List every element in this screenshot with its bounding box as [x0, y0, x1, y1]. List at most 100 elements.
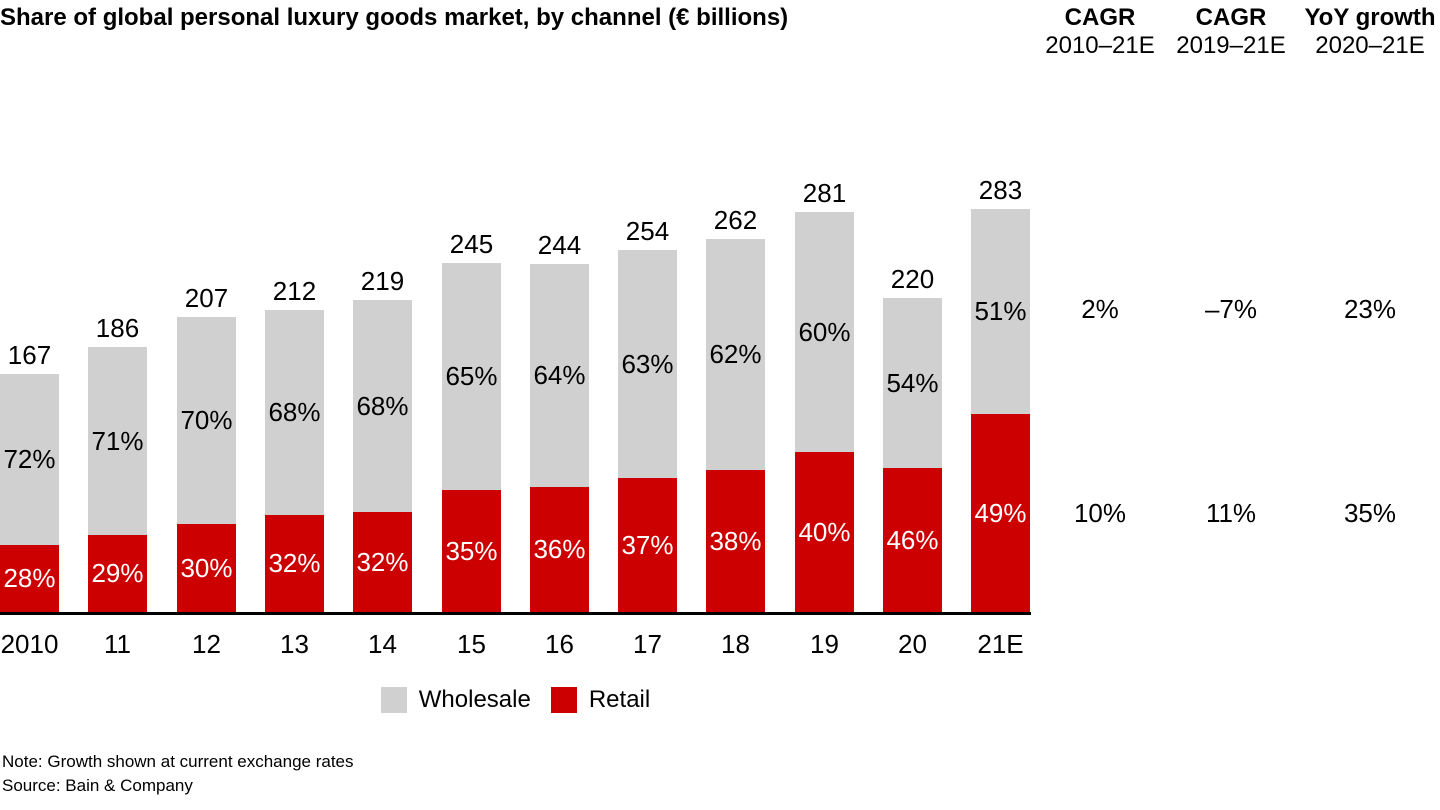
- stat-value-retail: 35%: [1343, 498, 1397, 528]
- footnotes: Note: Growth shown at current exchange r…: [2, 750, 354, 798]
- wholesale-segment: 63%: [618, 250, 677, 478]
- bar-16: 244 64% 36%: [530, 230, 589, 612]
- bar-14: 219 68% 32%: [353, 266, 412, 612]
- retail-segment: 36%: [530, 487, 589, 612]
- retail-segment: 38%: [706, 470, 765, 612]
- retail-pct-label: 36%: [533, 534, 586, 564]
- bar-total-label: 219: [360, 266, 405, 296]
- retail-segment: 30%: [177, 524, 236, 612]
- x-axis-label: 2010: [0, 629, 59, 659]
- wholesale-segment: 72%: [0, 374, 59, 545]
- retail-segment: 32%: [265, 515, 324, 612]
- bar-17: 254 63% 37%: [618, 216, 677, 612]
- bar-total-label: 283: [978, 175, 1023, 205]
- x-axis-label: 15: [457, 629, 486, 659]
- wholesale-segment: 62%: [706, 239, 765, 470]
- retail-pct-label: 35%: [445, 535, 498, 566]
- bar-20: 220 54% 46%: [883, 264, 942, 612]
- note-text: Note: Growth shown at current exchange r…: [2, 752, 354, 771]
- legend-item-wholesale: Wholesale: [380, 686, 531, 714]
- wholesale-segment: 54%: [883, 298, 942, 468]
- x-axis-label: 19: [810, 629, 839, 659]
- legend-label: Wholesale: [418, 686, 531, 713]
- retail-pct-label: 49%: [974, 497, 1027, 528]
- plot-area: 167 72% 28% 186 71% 29% 207 70% 30% 212 68% 32% 219 6…: [0, 175, 1030, 612]
- bar-11: 186 71% 29%: [88, 313, 147, 612]
- bar-total-label: 245: [449, 229, 494, 259]
- retail-segment: 49%: [971, 414, 1030, 612]
- bar-13: 212 68% 32%: [265, 276, 324, 612]
- retail-pct-label: 40%: [798, 516, 851, 547]
- wholesale-pct-label: 62%: [709, 339, 762, 369]
- bar-15: 245 65% 35%: [442, 229, 501, 612]
- retail-pct-label: 29%: [91, 558, 144, 588]
- stat-header-line1: CAGR: [1064, 4, 1136, 31]
- wholesale-pct-label: 70%: [180, 405, 233, 435]
- retail-pct-label: 30%: [180, 552, 233, 583]
- retail-segment: 35%: [442, 490, 501, 612]
- wholesale-segment: 68%: [353, 300, 412, 512]
- x-axis-label: 16: [545, 629, 574, 659]
- stat-header-line1: YoY growth: [1304, 4, 1436, 31]
- stat-header-line1: CAGR: [1195, 4, 1267, 31]
- stat-header-line2: 2020–21E: [1315, 32, 1425, 59]
- x-axis-labels: 2010 11 12 13 14 15 16 17 18 19 20 21E: [0, 629, 1031, 661]
- stat-value-retail: 11%: [1205, 498, 1257, 528]
- bar-total-label: 207: [184, 283, 229, 313]
- wholesale-segment: 68%: [265, 310, 324, 515]
- stat-column-1: CAGR 2010–21E 2% 10%: [1020, 4, 1180, 564]
- wholesale-segment: 70%: [177, 317, 236, 524]
- wholesale-pct-label: 65%: [445, 361, 498, 391]
- wholesale-segment: 65%: [442, 263, 501, 490]
- bar-19: 281 60% 40%: [795, 178, 854, 612]
- retail-segment: 46%: [883, 468, 942, 612]
- retail-segment: 32%: [353, 512, 412, 612]
- bar-18: 262 62% 38%: [706, 205, 765, 612]
- wholesale-pct-label: 54%: [886, 367, 939, 398]
- wholesale-segment: 64%: [530, 264, 589, 487]
- wholesale-pct-label: 68%: [356, 390, 409, 421]
- bar-total-label: 186: [95, 313, 140, 343]
- stat-value-wholesale: –7%: [1204, 294, 1258, 324]
- wholesale-pct-label: 68%: [268, 397, 321, 427]
- bar-total-label: 212: [272, 276, 317, 306]
- wholesale-segment: 51%: [971, 209, 1030, 414]
- x-axis-label: 18: [721, 629, 750, 659]
- retail-pct-label: 46%: [886, 524, 939, 555]
- retail-pct-label: 32%: [268, 548, 321, 578]
- bar-total-label: 262: [713, 205, 758, 235]
- stat-column-2: CAGR 2019–21E –7% 11%: [1151, 4, 1311, 564]
- source-text: Source: Bain & Company: [2, 776, 193, 795]
- bar-21E: 283 51% 49%: [971, 175, 1030, 612]
- legend-item-retail: Retail: [550, 686, 650, 714]
- retail-pct-label: 28%: [3, 563, 56, 593]
- wholesale-segment: 71%: [88, 347, 147, 535]
- x-axis-label: 20: [898, 629, 927, 659]
- wholesale-pct-label: 72%: [3, 444, 56, 474]
- wholesale-pct-label: 63%: [621, 348, 674, 379]
- retail-pct-label: 37%: [621, 529, 674, 560]
- retail-segment: 40%: [795, 452, 854, 612]
- x-axis-label: 21E: [977, 629, 1024, 659]
- stat-value-wholesale: 2%: [1081, 294, 1119, 324]
- x-axis-label: 17: [633, 629, 662, 659]
- stat-value-retail: 10%: [1073, 498, 1127, 528]
- retail-pct-label: 32%: [356, 546, 409, 577]
- stat-header-line2: 2010–21E: [1045, 32, 1155, 59]
- chart-title: Share of global personal luxury goods ma…: [0, 4, 789, 31]
- bar-total-label: 220: [890, 264, 935, 294]
- retail-segment: 28%: [0, 545, 59, 612]
- x-axis-label: 12: [192, 629, 221, 659]
- x-axis-label: 11: [104, 629, 131, 659]
- wholesale-pct-label: 71%: [91, 425, 144, 456]
- retail-pct-label: 38%: [709, 525, 762, 556]
- bar-total-label: 281: [802, 178, 847, 208]
- wholesale-segment: 60%: [795, 212, 854, 452]
- x-axis-label: 13: [280, 629, 309, 659]
- wholesale-pct-label: 60%: [798, 316, 851, 347]
- wholesale-pct-label: 64%: [533, 360, 586, 390]
- stat-value-wholesale: 23%: [1343, 294, 1397, 324]
- legend-swatch-wholesale: [380, 687, 407, 713]
- bar-total-label: 167: [7, 340, 52, 370]
- x-axis-line: [0, 612, 1031, 615]
